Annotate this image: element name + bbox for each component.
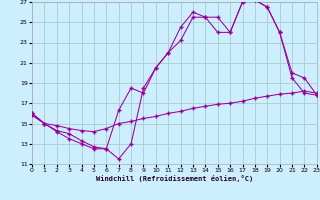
X-axis label: Windchill (Refroidissement éolien,°C): Windchill (Refroidissement éolien,°C) [96, 175, 253, 182]
